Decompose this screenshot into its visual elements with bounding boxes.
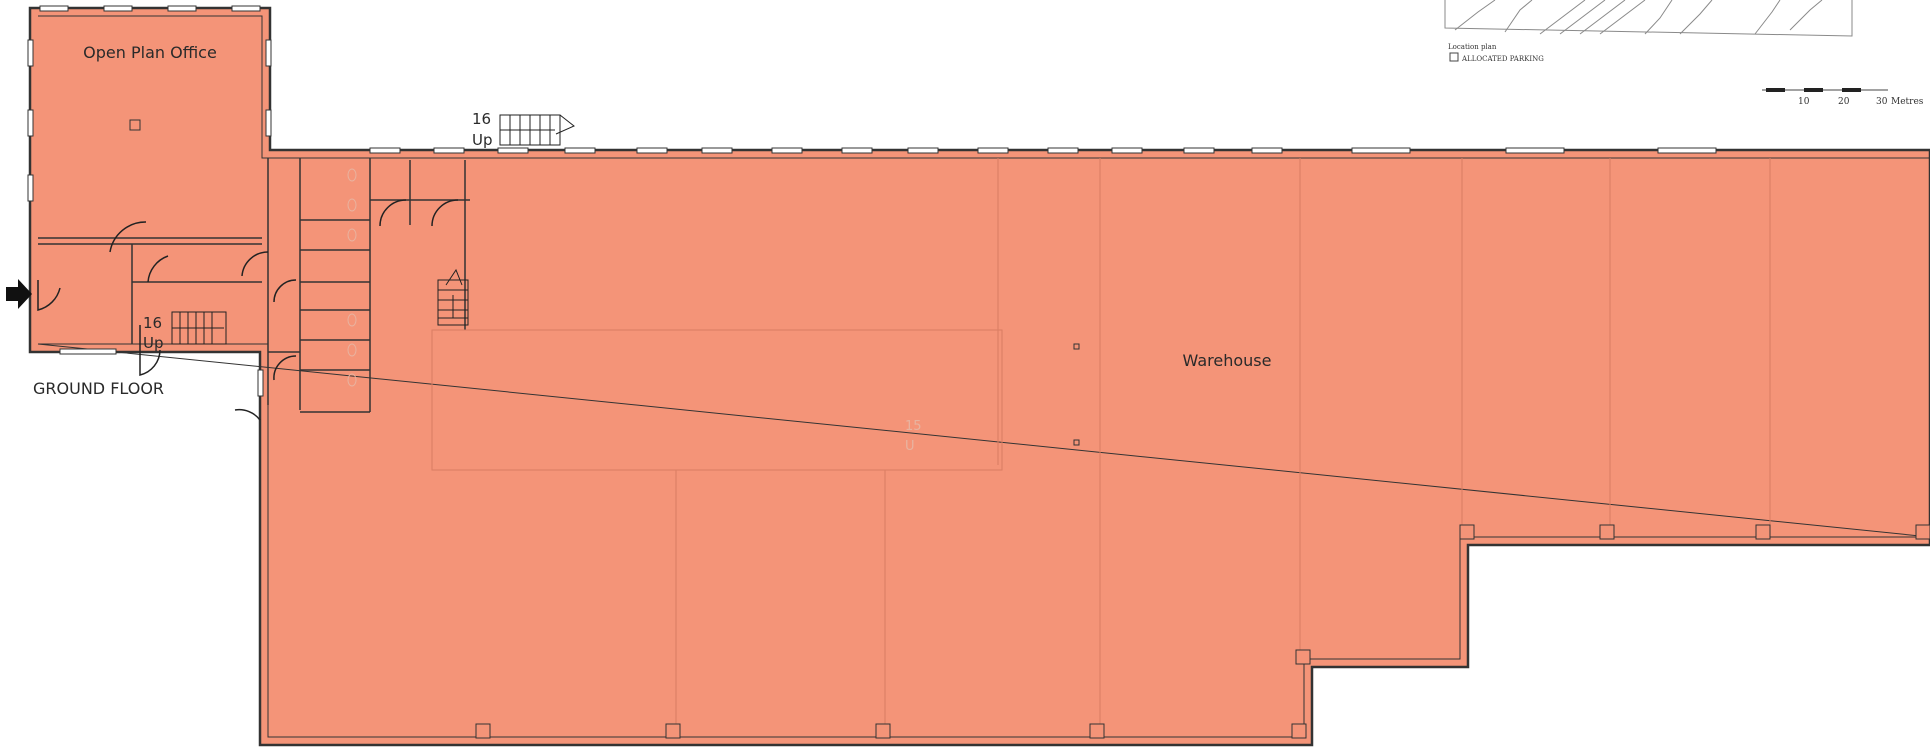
stair-count-faint: 15 bbox=[905, 419, 922, 434]
scale-bar: 10 20 30 Metres bbox=[1762, 88, 1924, 107]
legend-swatch bbox=[1449, 52, 1459, 62]
stair-count-left: 16 bbox=[143, 314, 162, 332]
stair-dir-faint: U bbox=[905, 439, 915, 454]
door-swing-icon bbox=[37, 199, 459, 421]
scale-unit: Metres bbox=[1891, 97, 1924, 107]
warehouse-grid bbox=[431, 158, 1771, 737]
wc-fixtures bbox=[347, 168, 357, 387]
stair-icon bbox=[499, 114, 575, 146]
scale-tick-20: 20 bbox=[1838, 97, 1850, 107]
stair-dir-left: Up bbox=[143, 334, 164, 352]
stair-icon-left bbox=[171, 311, 227, 345]
legend-item-allocated-parking: ALLOCATED PARKING bbox=[1461, 55, 1544, 63]
location-plan-inset: Location plan ALLOCATED PARKING bbox=[1444, 0, 1853, 63]
floor-label: GROUND FLOOR bbox=[33, 379, 164, 398]
stair-icon-middle bbox=[437, 268, 469, 326]
windows bbox=[27, 5, 1717, 397]
room-label-office: Open Plan Office bbox=[83, 43, 217, 62]
stair-dir-top: Up bbox=[472, 131, 493, 149]
scale-tick-30: 30 bbox=[1876, 97, 1888, 107]
building-footprint bbox=[28, 6, 1930, 747]
stair-count-top: 16 bbox=[472, 110, 491, 128]
room-label-warehouse: Warehouse bbox=[1183, 351, 1272, 370]
scale-tick-10: 10 bbox=[1798, 97, 1810, 107]
entrance-arrow-icon bbox=[6, 279, 32, 309]
columns bbox=[129, 119, 1930, 739]
office-partitions bbox=[38, 158, 470, 413]
location-plan-title: Location plan bbox=[1448, 43, 1497, 51]
